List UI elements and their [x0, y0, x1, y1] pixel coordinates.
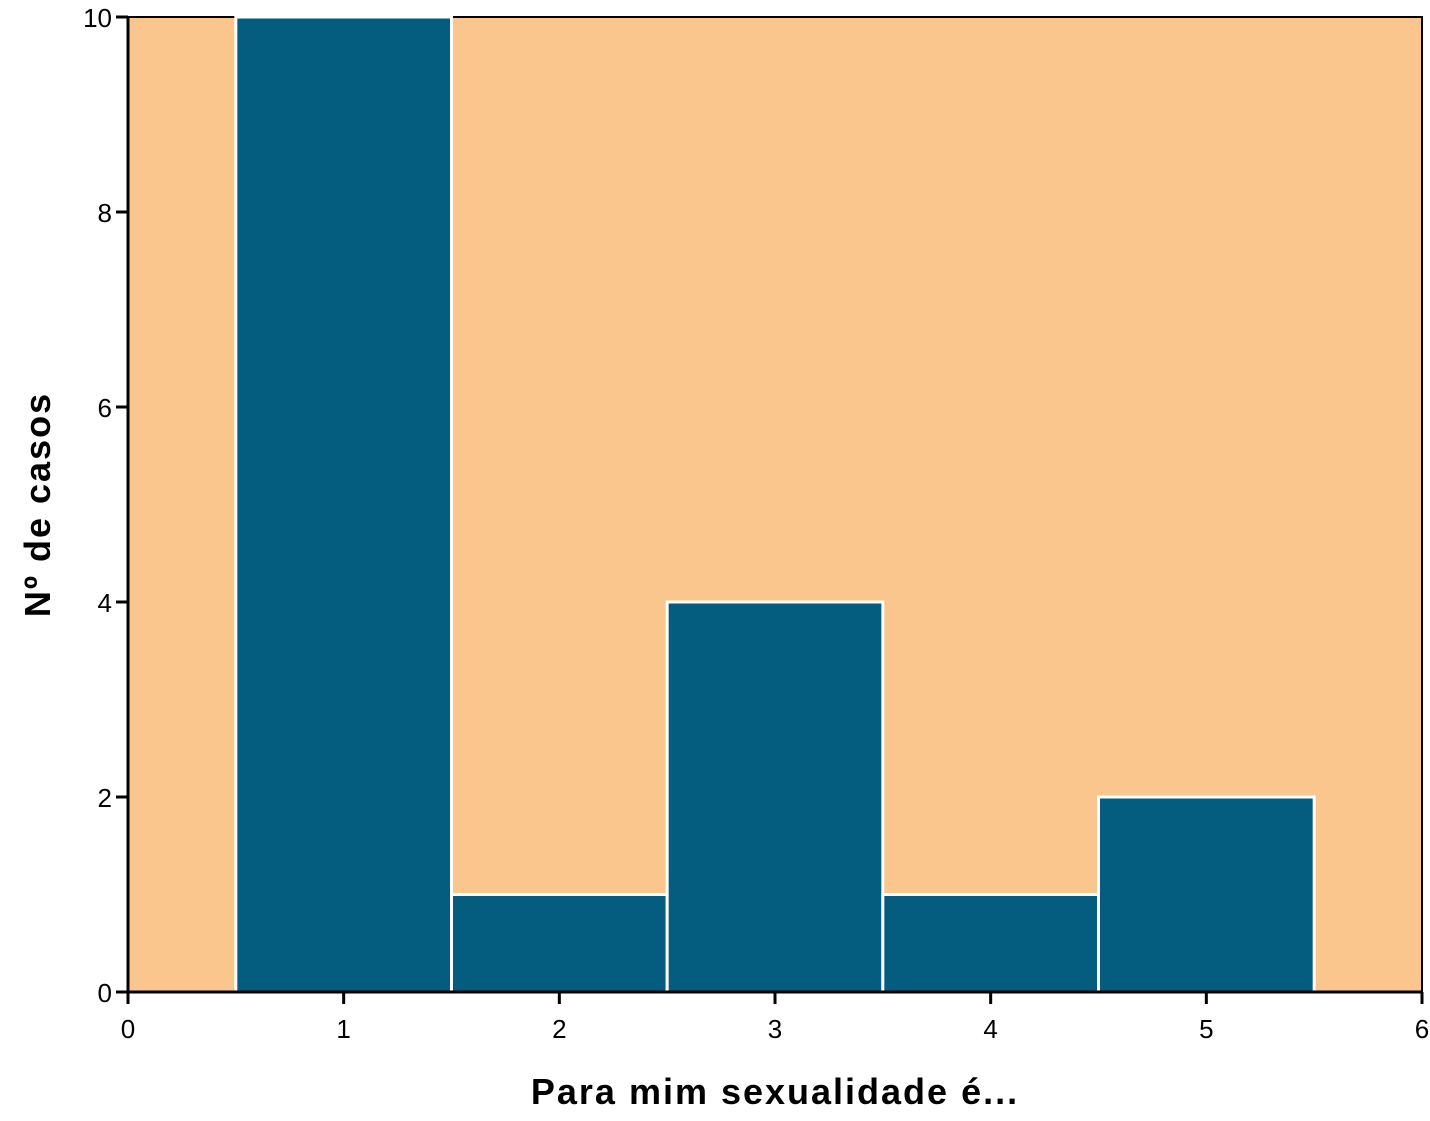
- x-tick-label: 1: [336, 1014, 350, 1044]
- x-tick-label: 3: [768, 1014, 782, 1044]
- histogram-bar-2: [450, 893, 669, 994]
- x-tick-label: 2: [552, 1014, 566, 1044]
- y-ticks: 0 2 4 6 8 10: [83, 3, 128, 1008]
- histogram-bar-4: [881, 893, 1100, 994]
- histogram-bar-3: [665, 600, 885, 994]
- y-tick-label: 2: [98, 783, 112, 813]
- x-axis-title: Para mim sexualidade é...: [531, 1071, 1019, 1112]
- bars-layer: [234, 15, 1316, 994]
- x-tick-label: 6: [1415, 1014, 1429, 1044]
- y-tick-label: 10: [83, 3, 112, 33]
- y-tick-label: 6: [98, 393, 112, 423]
- x-ticks: 0 1 2 3 4 5 6: [121, 992, 1429, 1044]
- y-tick-label: 0: [98, 978, 112, 1008]
- x-tick-label: 0: [121, 1014, 135, 1044]
- y-axis-title: Nº de casos: [17, 392, 58, 617]
- histogram-bar-5: [1097, 795, 1316, 994]
- y-tick-label: 8: [98, 198, 112, 228]
- histogram-bar-1: [234, 15, 453, 994]
- x-tick-label: 5: [1199, 1014, 1213, 1044]
- x-tick-label: 4: [983, 1014, 997, 1044]
- y-tick-label: 4: [98, 588, 112, 618]
